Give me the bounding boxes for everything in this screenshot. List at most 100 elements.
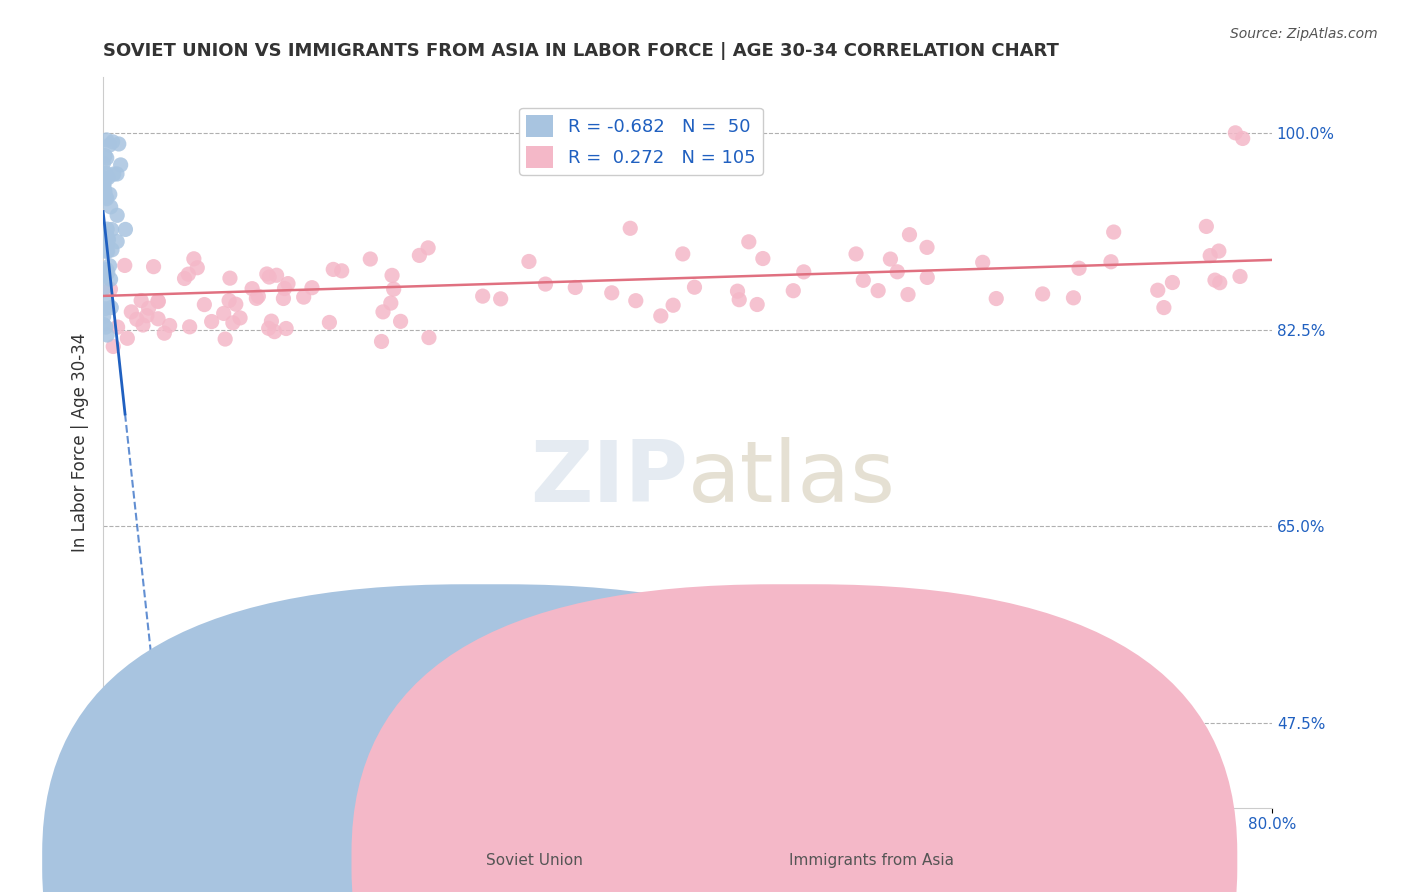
Point xyxy=(146,311,169,326)
Point xyxy=(727,284,749,298)
Point xyxy=(1102,225,1125,239)
Point xyxy=(159,318,181,333)
Point xyxy=(93,301,115,316)
Point xyxy=(94,148,117,162)
Point xyxy=(100,272,122,286)
Point xyxy=(212,306,235,320)
Point xyxy=(91,156,114,170)
Point xyxy=(917,270,939,285)
Point xyxy=(897,287,920,301)
Point xyxy=(330,264,353,278)
Text: Soviet Union: Soviet Union xyxy=(486,854,582,868)
Point xyxy=(266,268,288,283)
Point xyxy=(318,315,340,329)
Point xyxy=(381,268,404,283)
Point xyxy=(624,293,647,308)
Point xyxy=(257,321,280,335)
Point xyxy=(322,262,344,277)
Point xyxy=(1067,261,1090,276)
Point xyxy=(107,136,129,151)
Point xyxy=(662,298,685,312)
Point xyxy=(103,339,125,353)
Text: ZIP: ZIP xyxy=(530,437,688,520)
Point xyxy=(898,227,921,242)
Point xyxy=(93,310,115,324)
Point xyxy=(96,232,118,246)
Point xyxy=(972,255,994,269)
Point xyxy=(114,222,136,236)
Point xyxy=(96,222,118,236)
Point xyxy=(274,321,297,335)
Point xyxy=(240,282,263,296)
Point xyxy=(1209,276,1232,290)
Point xyxy=(728,293,751,307)
Point xyxy=(93,268,115,282)
Point xyxy=(1195,219,1218,234)
Point xyxy=(125,312,148,326)
Point xyxy=(868,284,890,298)
Point xyxy=(94,190,117,204)
Point xyxy=(96,133,118,147)
Point xyxy=(247,289,270,303)
Point xyxy=(986,292,1008,306)
Point xyxy=(94,166,117,180)
Point xyxy=(201,314,224,328)
Point xyxy=(747,297,769,311)
Point xyxy=(1208,244,1230,258)
Point xyxy=(738,235,761,249)
Point xyxy=(148,294,170,309)
Point xyxy=(135,309,157,323)
Point xyxy=(110,158,132,172)
Point xyxy=(93,178,115,193)
Point xyxy=(225,297,247,311)
Point xyxy=(517,254,540,268)
Y-axis label: In Labor Force | Age 30-34: In Labor Force | Age 30-34 xyxy=(72,333,89,552)
Text: SOVIET UNION VS IMMIGRANTS FROM ASIA IN LABOR FORCE | AGE 30-34 CORRELATION CHAR: SOVIET UNION VS IMMIGRANTS FROM ASIA IN … xyxy=(103,42,1059,60)
Point xyxy=(793,265,815,279)
Point xyxy=(371,305,394,319)
Text: Immigrants from Asia: Immigrants from Asia xyxy=(789,854,955,868)
Point xyxy=(183,252,205,266)
Point xyxy=(1225,126,1247,140)
Point xyxy=(619,221,641,235)
Point xyxy=(100,301,122,315)
Point xyxy=(142,260,165,274)
Point xyxy=(416,241,439,255)
Point xyxy=(105,235,128,249)
Point xyxy=(96,262,118,277)
Point xyxy=(129,293,152,308)
Point xyxy=(1232,131,1254,145)
Point xyxy=(107,320,129,334)
Point xyxy=(100,200,122,214)
Point xyxy=(98,259,121,273)
Point xyxy=(219,271,242,285)
Point xyxy=(359,252,381,266)
Point xyxy=(471,289,494,303)
Point xyxy=(408,248,430,262)
Point xyxy=(101,135,124,149)
Point xyxy=(600,285,623,300)
Point xyxy=(273,281,295,295)
Point xyxy=(177,267,200,281)
Point xyxy=(222,316,245,330)
Text: Source: ZipAtlas.com: Source: ZipAtlas.com xyxy=(1230,27,1378,41)
Point xyxy=(93,318,115,332)
Point xyxy=(1153,301,1175,315)
Point xyxy=(886,265,908,279)
Point xyxy=(138,301,160,315)
Point xyxy=(273,292,295,306)
Point xyxy=(564,280,586,294)
Point xyxy=(136,756,159,770)
Point xyxy=(105,167,128,181)
Point xyxy=(97,266,120,280)
Point xyxy=(489,292,512,306)
Point xyxy=(93,281,115,295)
Point xyxy=(1099,254,1122,268)
Point xyxy=(277,277,299,291)
Point xyxy=(752,252,775,266)
Point xyxy=(380,296,402,310)
Point xyxy=(94,244,117,259)
Point xyxy=(94,171,117,186)
Point xyxy=(257,270,280,285)
Point xyxy=(103,167,125,181)
